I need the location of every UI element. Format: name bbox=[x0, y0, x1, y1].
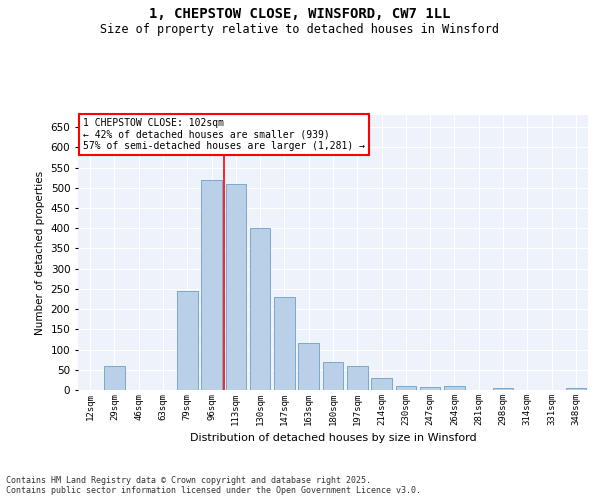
Text: Contains HM Land Registry data © Crown copyright and database right 2025.
Contai: Contains HM Land Registry data © Crown c… bbox=[6, 476, 421, 495]
Bar bbox=[420, 387, 440, 390]
Text: 1 CHEPSTOW CLOSE: 102sqm
← 42% of detached houses are smaller (939)
57% of semi-: 1 CHEPSTOW CLOSE: 102sqm ← 42% of detach… bbox=[83, 118, 365, 151]
Y-axis label: Number of detached properties: Number of detached properties bbox=[35, 170, 45, 334]
Bar bbox=[274, 297, 295, 390]
Text: Size of property relative to detached houses in Winsford: Size of property relative to detached ho… bbox=[101, 22, 499, 36]
Bar bbox=[177, 291, 197, 390]
Bar bbox=[104, 366, 125, 390]
Bar bbox=[323, 362, 343, 390]
Bar bbox=[226, 184, 246, 390]
Bar bbox=[395, 386, 416, 390]
Bar bbox=[566, 388, 586, 390]
Bar bbox=[444, 386, 465, 390]
Bar bbox=[201, 180, 222, 390]
Bar bbox=[371, 378, 392, 390]
Text: 1, CHEPSTOW CLOSE, WINSFORD, CW7 1LL: 1, CHEPSTOW CLOSE, WINSFORD, CW7 1LL bbox=[149, 8, 451, 22]
Bar bbox=[493, 388, 514, 390]
Bar bbox=[347, 366, 368, 390]
Bar bbox=[250, 228, 271, 390]
X-axis label: Distribution of detached houses by size in Winsford: Distribution of detached houses by size … bbox=[190, 434, 476, 444]
Bar bbox=[298, 344, 319, 390]
